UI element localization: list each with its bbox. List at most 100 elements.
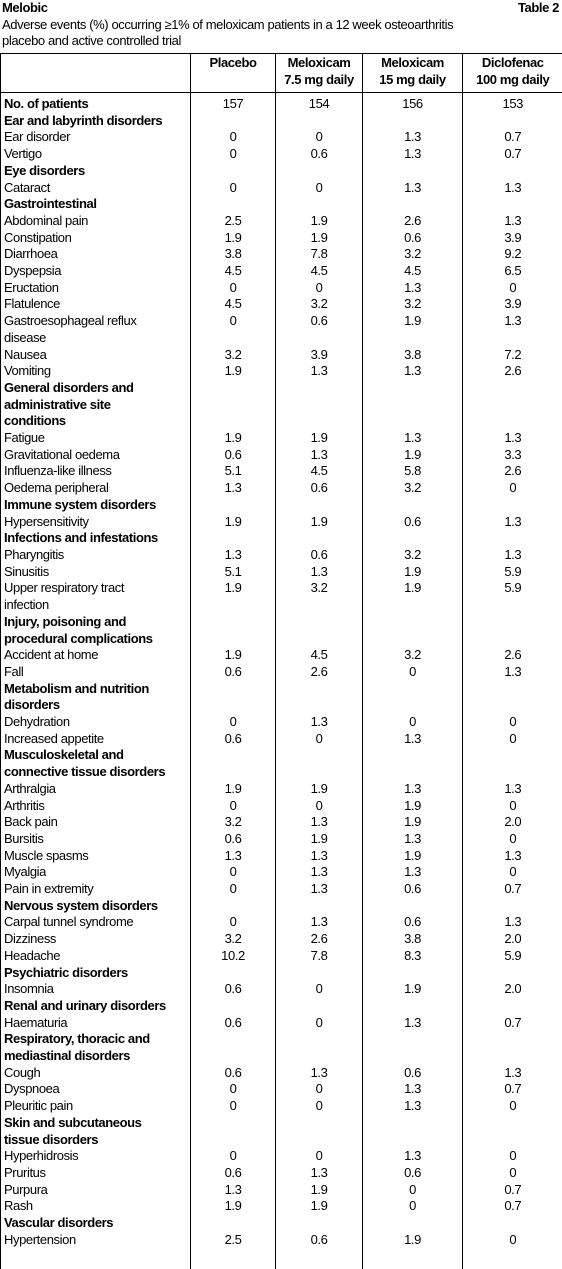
cell-value: 0 [276, 180, 363, 197]
row-label: Back pain [1, 814, 191, 831]
filler-cell [363, 1249, 463, 1269]
cell-value: 0 [463, 798, 562, 815]
cell-value: 7.2 [463, 347, 562, 364]
section-label: Vascular disorders [1, 1215, 191, 1232]
cell-value: 0.6 [191, 664, 276, 681]
cell-value: 1.3 [276, 1165, 363, 1182]
empty-cell [463, 113, 562, 130]
cell-value: 1.9 [191, 230, 276, 247]
empty-cell [363, 196, 463, 213]
empty-cell [191, 196, 276, 213]
row-label: Pain in extremity [1, 881, 191, 898]
cell-value: 1.3 [463, 514, 562, 531]
row-label: Influenza-like illness [1, 463, 191, 480]
cell-value: 1.3 [463, 180, 562, 197]
empty-cell [276, 898, 363, 915]
cell-value: 1.3 [463, 313, 562, 346]
empty-cell [191, 113, 276, 130]
section-label: Skin and subcutaneous tissue disorders [1, 1115, 191, 1148]
cell-value: 2.6 [276, 931, 363, 948]
empty-cell [276, 1031, 363, 1064]
row-label: Fall [1, 664, 191, 681]
empty-cell [463, 380, 562, 430]
cell-value: 3.9 [463, 230, 562, 247]
cell-value: 0 [191, 129, 276, 146]
cell-value: 1.9 [191, 647, 276, 664]
cell-value: 1.3 [363, 831, 463, 848]
empty-cell [191, 530, 276, 547]
cell-value: 1.3 [276, 914, 363, 931]
column-header: Diclofenac 100 mg daily [463, 54, 562, 93]
cell-value: 0.7 [463, 881, 562, 898]
empty-cell [191, 1115, 276, 1148]
cell-value: 8.3 [363, 948, 463, 965]
cell-value: 1.9 [191, 781, 276, 798]
cell-value: 1.9 [363, 848, 463, 865]
cell-value: 1.3 [276, 714, 363, 731]
cell-value: 4.5 [191, 296, 276, 313]
cell-value: 4.5 [363, 263, 463, 280]
cell-value: 2.0 [463, 814, 562, 831]
cell-value: 0 [363, 714, 463, 731]
header: Melobic Table 2 Adverse events (%) occur… [0, 0, 562, 53]
cell-value: 0 [191, 180, 276, 197]
empty-cell [191, 998, 276, 1015]
cell-value: 0 [191, 798, 276, 815]
cell-value: 3.8 [363, 347, 463, 364]
section-label: Nervous system disorders [1, 898, 191, 915]
cell-value: 1.3 [363, 781, 463, 798]
cell-value: 5.1 [191, 463, 276, 480]
cell-value: 0 [191, 864, 276, 881]
empty-cell [276, 1215, 363, 1232]
row-label: Vomiting [1, 363, 191, 380]
cell-value: 0.7 [463, 1015, 562, 1032]
empty-cell [191, 614, 276, 647]
cell-value: 1.3 [276, 447, 363, 464]
row-label: Pleuritic pain [1, 1098, 191, 1115]
filler-cell [276, 1249, 363, 1269]
cell-value: 1.9 [191, 430, 276, 447]
filler-row [1, 1249, 562, 1269]
cell-value: 1.3 [463, 547, 562, 564]
cell-value: 7.8 [276, 948, 363, 965]
cell-value: 1.3 [363, 146, 463, 163]
empty-cell [276, 681, 363, 714]
empty-cell [191, 163, 276, 180]
cell-value: 6.5 [463, 263, 562, 280]
section-label: Respiratory, thoracic and mediastinal di… [1, 1031, 191, 1064]
cell-value: 1.3 [276, 1065, 363, 1082]
row-label: Purpura [1, 1182, 191, 1199]
cell-value: 2.0 [463, 931, 562, 948]
cell-value: 1.9 [276, 230, 363, 247]
empty-cell [191, 681, 276, 714]
empty-cell [463, 1215, 562, 1232]
cell-value: 9.2 [463, 246, 562, 263]
cell-value: 156 [363, 93, 463, 113]
cell-value: 5.8 [363, 463, 463, 480]
empty-cell [363, 1115, 463, 1148]
row-label: Sinusitis [1, 564, 191, 581]
empty-cell [191, 497, 276, 514]
cell-value: 4.5 [276, 647, 363, 664]
cell-value: 1.3 [463, 213, 562, 230]
cell-value: 1.9 [363, 798, 463, 815]
cell-value: 2.5 [191, 1232, 276, 1249]
empty-cell [363, 497, 463, 514]
